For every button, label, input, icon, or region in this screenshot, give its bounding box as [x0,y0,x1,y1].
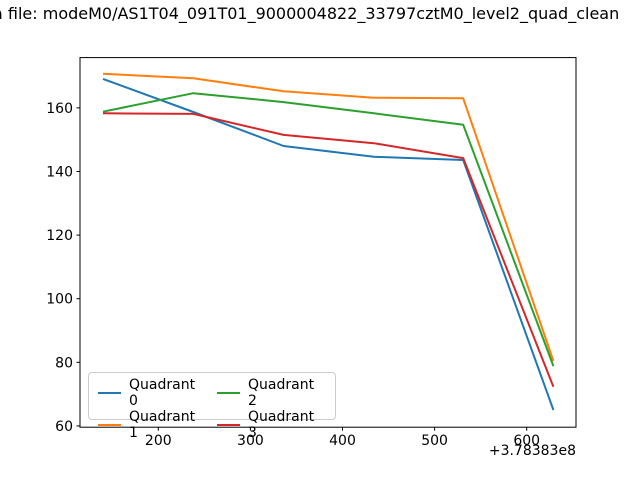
y-tick-label: 160 [46,101,73,117]
line-quadrant-0 [102,77,555,411]
legend-line-sample-quadrant-0 [98,392,121,394]
legend: Quadrant 0 Quadrant 1 Quadrant 2 Quadran… [88,372,336,441]
y-tick-label: 100 [46,292,73,308]
y-tick-label: 60 [55,419,73,435]
legend-line-sample-quadrant-2 [217,392,240,394]
line-quadrant-3 [102,112,555,388]
y-tick-label: 80 [55,355,73,371]
legend-label-quadrant-1: Quadrant 1 [129,409,196,441]
legend-label-quadrant-0: Quadrant 0 [129,377,196,409]
legend-line-sample-quadrant-3 [217,424,240,426]
x-tick-label: 600 [513,433,540,449]
legend-item-quadrant-0: Quadrant 0 [98,377,207,409]
x-tick-label: 500 [421,433,448,449]
legend-item-quadrant-1: Quadrant 1 [98,409,207,441]
x-tick-label: 400 [329,433,356,449]
axes-frame [79,57,577,428]
legend-line-sample-quadrant-1 [98,424,121,426]
x-axis-offset-label: +3.78383e8 [488,443,576,459]
legend-item-quadrant-3: Quadrant 3 [217,409,326,441]
legend-item-quadrant-2: Quadrant 2 [217,377,326,409]
y-tick-label: 140 [46,164,73,180]
x-tick-label: 200 [145,433,172,449]
line-quadrant-2 [102,92,555,367]
x-tick-label: 300 [237,433,264,449]
legend-label-quadrant-3: Quadrant 3 [248,409,315,441]
legend-label-quadrant-2: Quadrant 2 [248,377,315,409]
y-tick-label: 120 [46,228,73,244]
line-quadrant-1 [102,72,555,362]
chart-title: a file: modeM0/AS1T04_091T01_9000004822_… [0,4,620,23]
